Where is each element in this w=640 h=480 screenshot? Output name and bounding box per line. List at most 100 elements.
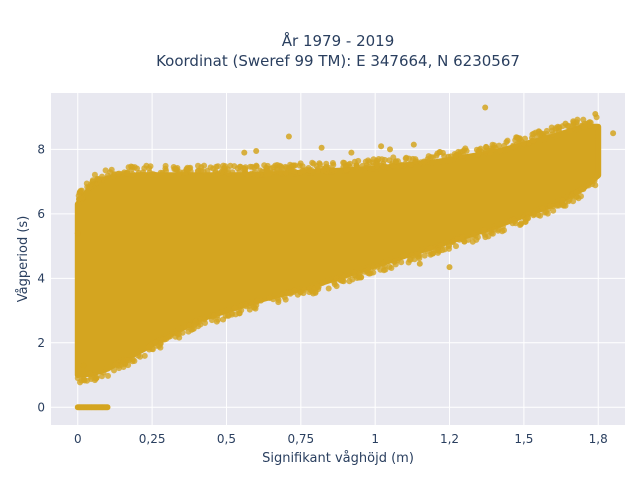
x-tick-label-3: 0,75 [287,432,314,446]
data-point [251,304,257,311]
data-point [175,170,182,177]
outlier-point-13 [416,260,423,267]
data-point [441,153,448,160]
outlier-point-12 [446,264,453,271]
data-point [421,252,428,259]
data-point [501,142,508,149]
data-point [162,162,169,169]
outlier-point-7 [592,111,599,117]
outlier-point-14 [74,230,81,237]
data-point [585,182,592,189]
data-point [544,210,551,217]
data-point [386,263,393,270]
data-point [559,197,566,204]
data-point [319,280,326,286]
data-point [400,253,407,260]
data-point [475,150,482,157]
y-axis-ticks: 0 2 4 6 8 [37,142,45,414]
data-point [553,202,560,209]
y-tick-label-2: 4 [37,271,45,285]
data-point [242,166,249,173]
data-point [315,283,322,290]
data-point [541,134,548,141]
data-point [470,231,477,238]
y-tick-label-1: 2 [37,336,45,350]
data-point [77,187,84,194]
data-point [525,215,531,222]
x-tick-label-4: 1 [371,432,379,446]
data-point [266,295,273,301]
data-point [354,164,361,171]
outlier-point-4 [241,149,248,156]
data-point [123,170,130,176]
data-point [375,156,382,162]
data-point [114,170,121,177]
data-point [102,167,109,174]
data-point [381,156,388,163]
data-point [398,161,405,168]
data-point [276,162,283,169]
data-point [323,160,330,167]
data-point [94,175,101,182]
data-point [325,285,332,292]
data-point [504,137,511,144]
zero-period-point [104,404,111,411]
data-point [320,167,327,174]
data-point [242,303,249,310]
data-point [110,173,117,180]
data-point [340,164,347,170]
data-point [228,311,235,318]
data-point [270,164,277,171]
data-point [438,242,445,249]
y-tick-label-0: 0 [37,400,45,414]
data-point [390,162,397,169]
data-point [510,143,516,150]
data-point [202,320,208,326]
chart-title-line-1: År 1979 - 2019 [282,31,395,50]
outlier-point-9 [610,130,617,137]
data-point [214,312,221,319]
outlier-point-6 [410,141,417,148]
data-point [163,167,169,174]
data-point [483,147,489,154]
data-point [141,352,148,359]
data-point [392,261,399,268]
data-point [316,160,323,167]
data-point [537,212,544,219]
data-point [147,163,154,170]
data-point [257,167,264,174]
data-point [403,154,410,161]
data-point [253,162,260,169]
data-point [583,121,590,127]
x-tick-label-0: 0 [74,432,82,446]
data-point [200,168,207,175]
data-point [412,156,419,163]
data-point [107,169,114,176]
data-point [536,131,543,138]
data-point [560,202,567,209]
data-point [129,164,136,170]
data-point [547,202,554,209]
data-point [552,125,559,132]
data-point [453,243,459,250]
data-point [340,159,347,166]
x-tick-label-7: 1,8 [589,432,608,446]
data-point [497,147,504,154]
data-point [392,158,399,165]
data-point [236,169,243,175]
data-point [148,171,155,178]
data-point [141,165,148,172]
data-point [530,137,536,144]
data-point [591,177,598,184]
data-point [509,220,516,227]
data-point [512,137,519,144]
data-point [289,167,296,174]
data-point [549,131,556,138]
data-point [99,373,105,380]
data-point [573,189,580,196]
x-axis-title: Signifikant våghöjd (m) [262,451,414,466]
data-point [281,294,288,301]
data-point [329,166,336,173]
data-point [146,344,153,350]
data-point [491,226,498,233]
